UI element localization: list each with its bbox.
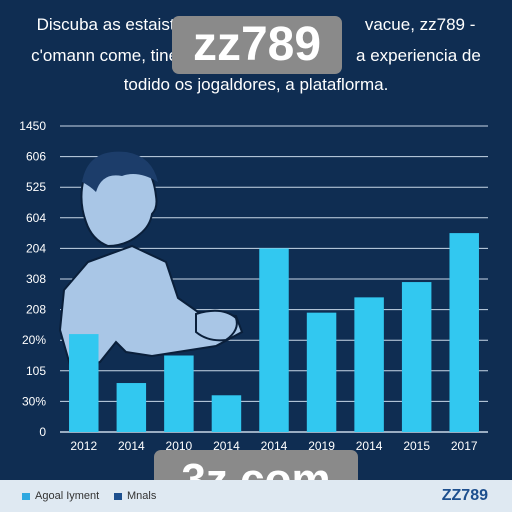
person-illustration xyxy=(58,151,244,374)
x-tick-label: 2012 xyxy=(70,439,97,453)
x-tick-label: 2010 xyxy=(166,439,193,453)
x-tick-label: 2014 xyxy=(118,439,145,453)
x-tick-label: 2015 xyxy=(403,439,430,453)
bar xyxy=(211,395,242,432)
bar xyxy=(259,248,289,432)
x-tick-label: 2017 xyxy=(451,439,478,453)
bar xyxy=(449,233,479,432)
intro-line-2: c'omann come, tine a experiencia de xyxy=(0,45,512,67)
intro-line-1: Discuba as estaistic vacue, zz789 - xyxy=(0,14,512,36)
intro-line-3: todido os jogaldores, a plataflorma. xyxy=(123,75,389,94)
x-tick-label: 2014 xyxy=(213,439,240,453)
legend-label-1: Agoal Iyment xyxy=(35,490,100,502)
y-tick-label: 1450 xyxy=(19,119,46,133)
x-tick-label: 2019 xyxy=(308,439,335,453)
y-tick-label: 208 xyxy=(26,303,46,317)
bar xyxy=(69,334,99,432)
legend-swatch-1 xyxy=(22,492,30,500)
y-tick-label: 20% xyxy=(22,333,46,347)
y-tick-label: 105 xyxy=(26,364,46,378)
y-tick-label: 308 xyxy=(26,272,46,286)
legend-swatch-2 xyxy=(114,492,122,500)
bars xyxy=(69,233,479,432)
footer-brand: ZZ789 xyxy=(441,487,488,504)
person-body xyxy=(58,244,244,374)
y-tick-label: 30% xyxy=(22,394,46,408)
legend-item-1: Agoal Iyment xyxy=(22,490,99,502)
person-hair xyxy=(82,151,158,192)
intro-line-2-right: a experiencia de xyxy=(356,46,481,65)
legend-label-2: Mnals xyxy=(127,490,157,502)
bar xyxy=(164,355,194,432)
y-tick-label: 604 xyxy=(26,211,46,225)
x-tick-label: 2014 xyxy=(356,439,383,453)
bar xyxy=(354,297,384,432)
footer-bar xyxy=(0,480,512,512)
person-hands xyxy=(195,309,238,342)
bar xyxy=(116,383,147,432)
intro-line-1-left: Discuba as estaistic xyxy=(36,15,187,34)
bar xyxy=(306,312,337,432)
y-tick-label: 606 xyxy=(26,150,46,164)
y-tick-label: 0 xyxy=(39,425,46,439)
legend-item-2: Mnals xyxy=(114,490,156,502)
x-tick-labels: 2012 2014 2010 2014 2014 2019 2014 2015 2017 xyxy=(70,439,477,453)
intro-line-2-left: c'omann come, tine xyxy=(31,46,179,65)
watermark-top: zz789 xyxy=(172,16,342,74)
bar xyxy=(401,282,432,432)
intro-line-1-right: vacue, zz789 - xyxy=(364,15,476,34)
y-tick-labels: 0 30% 105 20% 208 308 204 604 525 606 1450 xyxy=(19,119,46,439)
y-tick-label: 525 xyxy=(26,180,46,194)
y-tick-label: 204 xyxy=(26,241,46,255)
x-tick-label: 2014 xyxy=(261,439,288,453)
